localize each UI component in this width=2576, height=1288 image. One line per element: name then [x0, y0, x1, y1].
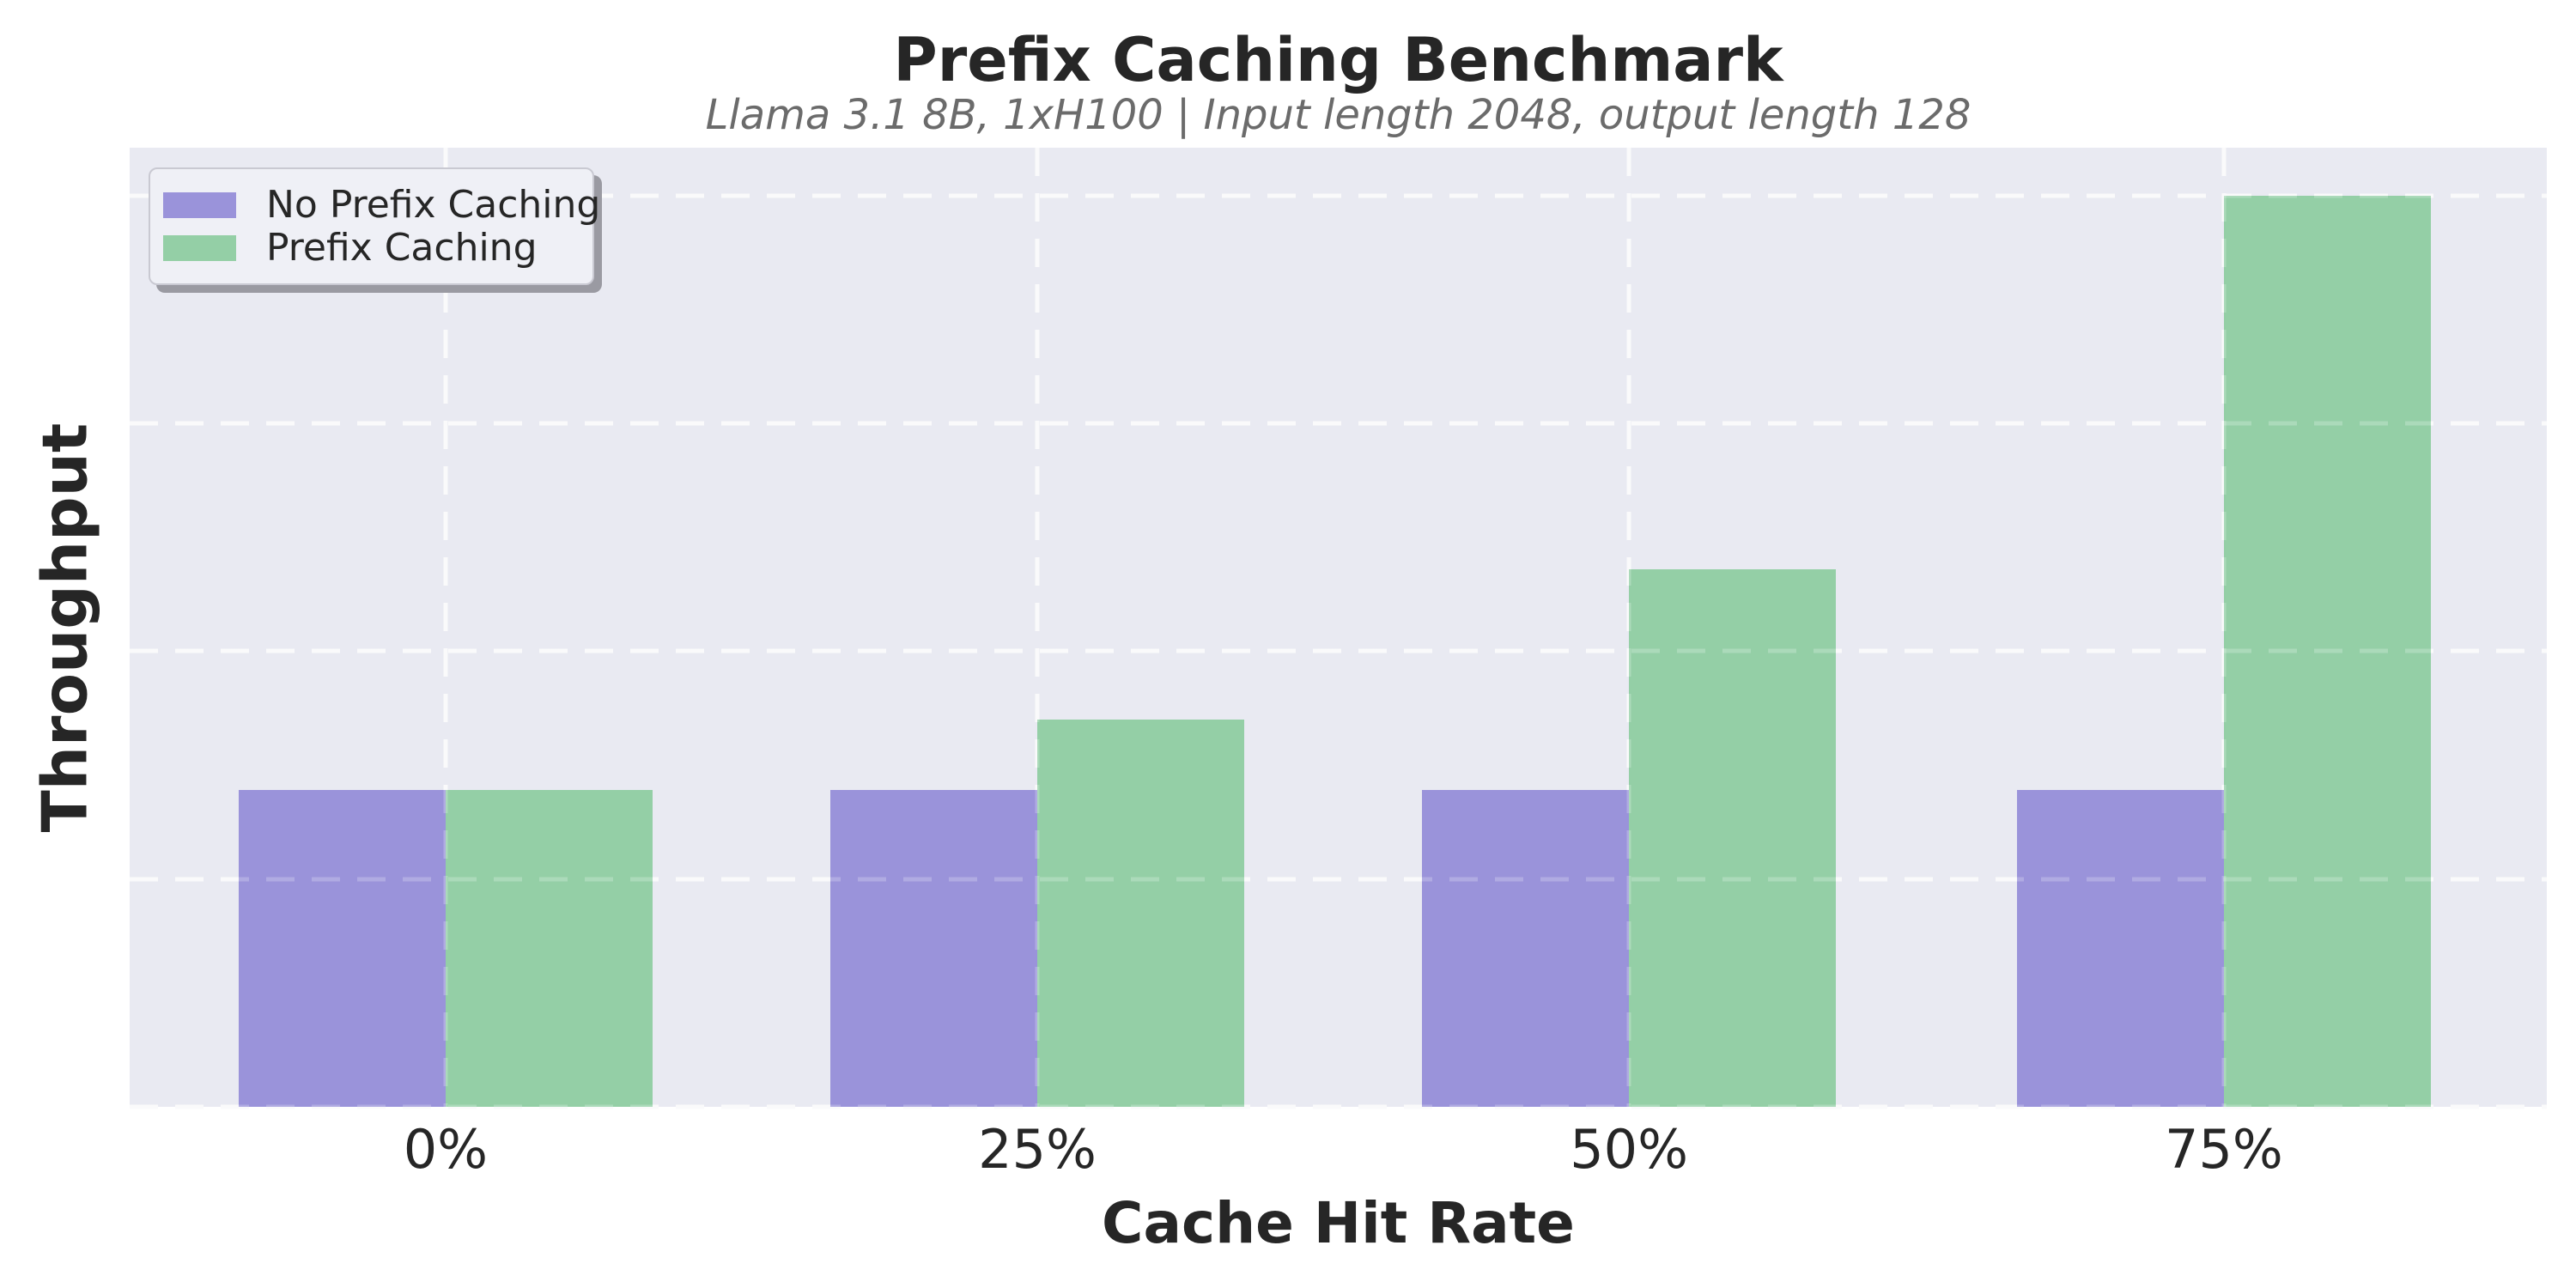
gridline-horizontal: [130, 648, 2547, 653]
bar-no-prefix-caching-75%: [2016, 790, 2224, 1107]
legend-item-no-prefix-caching: No Prefix Caching: [163, 185, 600, 223]
bar-no-prefix-caching-25%: [830, 790, 1038, 1107]
legend-swatch-no-prefix-caching: [163, 191, 236, 218]
x-tick-label-25%: 25%: [978, 1118, 1097, 1181]
chart-subtitle: Llama 3.1 8B, 1xH100 | Input length 2048…: [705, 91, 1971, 139]
gridline-horizontal: [130, 421, 2547, 426]
legend: No Prefix Caching Prefix Caching: [149, 167, 600, 285]
gridline-horizontal: [130, 648, 2547, 653]
y-axis-label-area: Throughput: [0, 148, 129, 1107]
chart-title: Prefix Caching Benchmark: [893, 25, 1783, 95]
bar-prefix-caching-25%: [1037, 719, 1244, 1107]
legend-label: Prefix Caching: [266, 225, 538, 270]
x-tick-label-75%: 75%: [2165, 1118, 2283, 1181]
plot-area: No Prefix Caching Prefix Caching: [130, 148, 2547, 1109]
legend-item-prefix-caching: Prefix Caching: [163, 228, 592, 266]
legend-label: No Prefix Caching: [266, 182, 601, 227]
y-axis-label: Throughput: [28, 422, 100, 832]
bar-prefix-caching-0%: [445, 790, 653, 1107]
legend-swatch-prefix-caching: [163, 234, 236, 261]
x-tick-label-50%: 50%: [1570, 1118, 1689, 1181]
x-axis-label: Cache Hit Rate: [1102, 1190, 1575, 1256]
gridline-horizontal: [130, 421, 2547, 426]
x-tick-label-0%: 0%: [403, 1118, 489, 1181]
bar-no-prefix-caching-0%: [238, 790, 446, 1107]
bar-prefix-caching-50%: [1629, 568, 1837, 1107]
bar-prefix-caching-75%: [2223, 195, 2431, 1107]
bar-no-prefix-caching-50%: [1422, 790, 1630, 1107]
